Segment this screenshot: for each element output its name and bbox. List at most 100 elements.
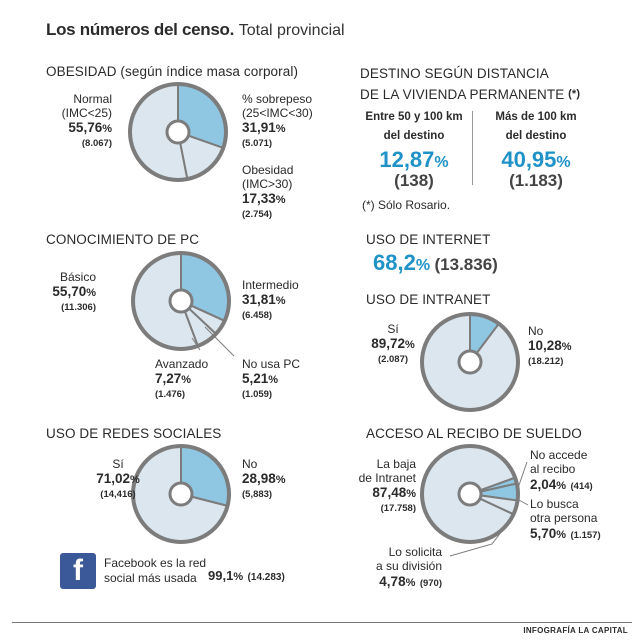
slice-count: (8.067) bbox=[81, 138, 112, 149]
slice-label: La baja bbox=[376, 457, 416, 471]
slice-label: otra persona bbox=[530, 511, 598, 525]
recibo-otra-persona-legend: Lo busca otra persona 5,70% (1.157) bbox=[530, 497, 601, 543]
donut-recibo bbox=[420, 444, 520, 544]
chart-title-redes-sociales: USO DE REDES SOCIALES bbox=[46, 426, 222, 441]
pc-basico-legend: Básico 55,70% (11.306) bbox=[52, 270, 96, 314]
intranet-si-legend: Sí 89,72% (2.087) bbox=[370, 322, 416, 366]
slice-count: (1.059) bbox=[242, 389, 273, 400]
slice-label: Sí bbox=[387, 322, 399, 336]
slice-value: 5,21% bbox=[242, 371, 279, 386]
recibo-no-accede-legend: No accede al recibo 2,04% (414) bbox=[530, 448, 593, 494]
pc-intermedio-legend: Intermedio 31,81% (6.458) bbox=[242, 278, 299, 322]
slice-count: (2.087) bbox=[377, 354, 409, 365]
intranet-no-legend: No 10,28% (18.212) bbox=[528, 324, 572, 368]
slice-count: (14,416) bbox=[100, 489, 136, 500]
slice-count: (1.476) bbox=[155, 389, 186, 400]
destino-col2-count: (1.183) bbox=[509, 171, 563, 190]
recibo-division-legend: Lo solicita a su división 4,78% (970) bbox=[376, 545, 442, 591]
redes-no-legend: No 28,98% (5,883) bbox=[242, 457, 286, 501]
slice-count: (5.071) bbox=[242, 138, 273, 149]
slice-value: 87,48% bbox=[372, 485, 416, 500]
slice-value: 31,81% bbox=[242, 292, 286, 307]
slice-label: No bbox=[528, 324, 544, 338]
slice-count: (414) bbox=[570, 481, 593, 492]
page-title: Los números del censo. Total provincial bbox=[46, 20, 345, 40]
slice-value: 31,91% bbox=[242, 120, 286, 135]
obesidad-sobrepeso-legend: % sobrepeso (25<IMC<30) 31,91% (5.071) bbox=[242, 92, 313, 150]
slice-label: (IMC>30) bbox=[242, 177, 293, 191]
slice-count: (18.212) bbox=[528, 356, 564, 367]
pc-leader-lines bbox=[191, 326, 235, 357]
slice-value: 4,78% bbox=[379, 574, 416, 589]
donut-hole bbox=[165, 119, 191, 145]
facebook-logo: f bbox=[60, 553, 96, 589]
obesidad-obesidad-legend: Obesidad (IMC>30) 17,33% (2.754) bbox=[242, 163, 293, 221]
slice-label: Avanzado bbox=[155, 357, 209, 371]
slice-label: de Intranet bbox=[358, 471, 416, 485]
slice-value: 2,04% bbox=[530, 477, 567, 492]
donut-hole bbox=[457, 349, 483, 375]
footer-rule bbox=[12, 622, 632, 623]
slice-count: (17.758) bbox=[380, 503, 416, 514]
slice-value: 55,76% bbox=[68, 120, 112, 135]
slice-label: Lo busca bbox=[530, 497, 579, 511]
donut-ring bbox=[128, 82, 228, 182]
donut-intranet bbox=[420, 312, 520, 412]
slice-count: (11.306) bbox=[61, 302, 96, 313]
slice-label: % sobrepeso bbox=[242, 92, 313, 106]
chart-title-conocimiento-pc: CONOCIMIENTO DE PC bbox=[46, 232, 200, 247]
slice-value: 7,27% bbox=[155, 371, 192, 386]
slice-label: Lo solicita bbox=[388, 545, 442, 559]
donut-ring bbox=[131, 251, 231, 351]
internet-pct: 68,2% bbox=[373, 250, 431, 275]
slice-value: 71,02% bbox=[96, 471, 140, 486]
title-text: Los números del censo. bbox=[46, 20, 235, 39]
destino-title: DESTINO SEGÚN DISTANCIA DE LA VIVIENDA P… bbox=[360, 66, 581, 102]
slice-label: No accede bbox=[530, 448, 588, 462]
slice-label: (25<IMC<30) bbox=[242, 106, 313, 120]
redes-si-legend: Sí 71,02% (14,416) bbox=[88, 457, 148, 501]
slice-label: Básico bbox=[59, 270, 96, 284]
chart-title-obesidad: OBESIDAD (según índice masa corporal) bbox=[46, 64, 299, 79]
slice-count: (5,883) bbox=[242, 489, 273, 500]
donut-ring bbox=[131, 444, 231, 544]
slice-value: 55,70% bbox=[52, 284, 96, 299]
internet-stat: 68,2% (13.836) bbox=[373, 250, 498, 276]
destino-footnote: (*) Sólo Rosario. bbox=[362, 198, 451, 212]
slice-value: 17,33% bbox=[242, 191, 286, 206]
destino-col1-pct: 12,87% bbox=[379, 147, 449, 172]
facebook-f-icon: f bbox=[73, 554, 83, 587]
slice-value: 89,72% bbox=[371, 336, 415, 351]
slice-label: No usa PC bbox=[242, 357, 301, 371]
credit: INFOGRAFÍA LA CAPITAL bbox=[523, 626, 628, 635]
slice-label: Sí bbox=[112, 457, 124, 471]
slice-label: Normal bbox=[73, 92, 112, 106]
donut-redes-sociales bbox=[131, 444, 231, 544]
slice-value: 28,98% bbox=[242, 471, 286, 486]
destino-col1-count: (138) bbox=[394, 171, 434, 190]
obesidad-normal-legend: Normal (IMC<25) 55,76% (8.067) bbox=[62, 92, 112, 150]
pc-avanzado-legend: Avanzado 7,27% (1.476) bbox=[155, 357, 208, 401]
destino-col2-pct: 40,95% bbox=[501, 147, 571, 172]
donut-ring bbox=[420, 312, 520, 412]
recibo-baja-legend: La baja de Intranet 87,48% (17.758) bbox=[359, 457, 416, 515]
donut-obesidad bbox=[128, 82, 228, 182]
facebook-note: Facebook es la red social más usada bbox=[104, 556, 207, 585]
chart-title-recibo: ACCESO AL RECIBO DE SUELDO bbox=[366, 426, 582, 441]
slice-value: 5,70% bbox=[530, 526, 567, 541]
slice-count: (2.754) bbox=[242, 209, 273, 220]
internet-title: USO DE INTERNET bbox=[366, 232, 491, 247]
slice-label: Intermedio bbox=[242, 278, 299, 292]
donut-hole bbox=[168, 288, 194, 314]
donut-hole bbox=[168, 481, 194, 507]
slice-value: 10,28% bbox=[528, 338, 572, 353]
donut-ring bbox=[420, 444, 520, 544]
slice-label: No bbox=[242, 457, 258, 471]
facebook-stat: 99,1% (14.283) bbox=[208, 568, 285, 583]
slice-label: (IMC<25) bbox=[61, 106, 112, 120]
destino-col-2: Más de 100 km del destino 40,95% (1.183) bbox=[477, 108, 595, 191]
slice-count: (1.157) bbox=[570, 530, 601, 541]
slice-label: a su división bbox=[375, 559, 442, 573]
slice-count: (6.458) bbox=[242, 310, 273, 321]
